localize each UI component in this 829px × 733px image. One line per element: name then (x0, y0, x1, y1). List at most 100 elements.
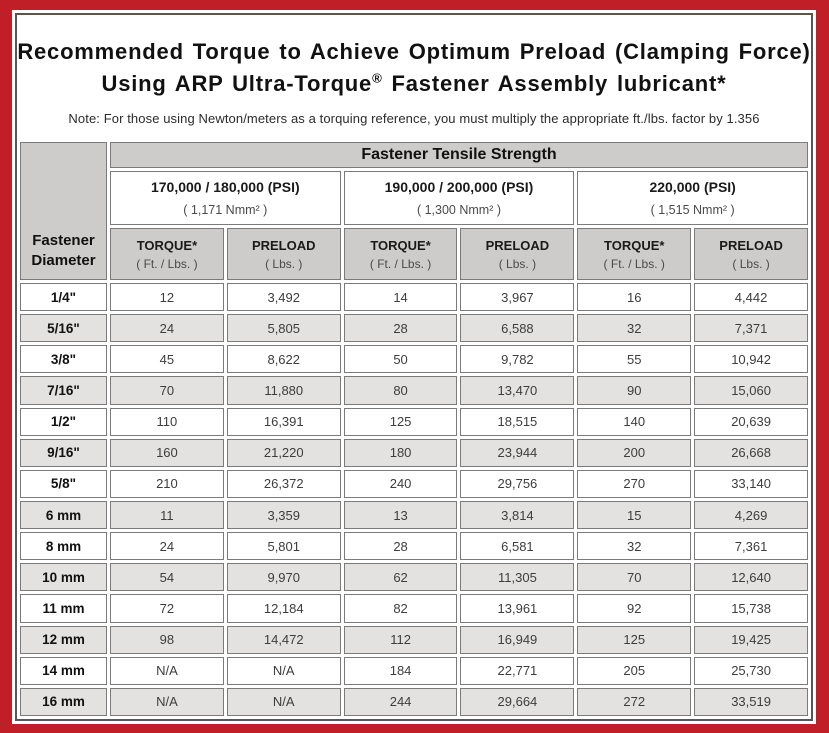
preload-value-cell: 29,756 (460, 469, 575, 498)
torque-value-cell: N/A (110, 656, 224, 685)
torque-value-cell: 32 (577, 314, 692, 343)
fastener-diameter-cell: 1/2" (20, 407, 107, 436)
torque-value-cell: 55 (577, 345, 692, 374)
torque-value-cell: 32 (577, 532, 692, 561)
preload-value-cell: 15,738 (694, 594, 808, 623)
fastener-diameter-cell: 7/16" (20, 376, 107, 405)
fastener-diameter-cell: 1/4" (20, 283, 107, 312)
torque-value-cell: 50 (343, 345, 458, 374)
table-row: 7/16" 70 11,880 80 13,470 90 15,060 (20, 376, 808, 405)
torque-value-cell: 15 (577, 500, 692, 530)
preload-value-cell: 22,771 (460, 656, 575, 685)
torque-column-header: TORQUE* ( Ft. / Lbs. ) (110, 228, 224, 280)
preload-column-header: PRELOAD ( Lbs. ) (226, 228, 341, 280)
fastener-diameter-cell: 10 mm (20, 563, 107, 592)
table-row: 10 mm 54 9,970 62 11,305 70 12,640 (20, 563, 808, 592)
title-line1: Recommended Torque to Achieve Optimum Pr… (17, 39, 811, 64)
torque-value-cell: 62 (343, 563, 458, 592)
torque-value-cell: 240 (343, 469, 458, 498)
torque-column-header: TORQUE* ( Ft. / Lbs. ) (343, 228, 458, 280)
torque-value-cell: 98 (110, 625, 224, 654)
table-row: 9/16" 160 21,220 180 23,944 200 26,668 (20, 438, 808, 467)
torque-value-cell: 244 (343, 687, 458, 716)
table-row: 6 mm 11 3,359 13 3,814 15 4,269 (20, 500, 808, 530)
fastener-diameter-cell: 12 mm (20, 625, 107, 654)
conversion-note: Note: For those using Newton/meters as a… (68, 110, 760, 126)
torque-value-cell: 180 (343, 438, 458, 467)
torque-value-cell: N/A (110, 687, 224, 716)
preload-value-cell: 8,622 (226, 345, 341, 374)
torque-value-cell: 140 (577, 407, 692, 436)
preload-value-cell: 15,060 (694, 376, 808, 405)
column-header-row: TORQUE* ( Ft. / Lbs. ) PRELOAD ( Lbs. ) … (20, 228, 808, 280)
preload-value-cell: 16,949 (460, 625, 575, 654)
table-row: 3/8" 45 8,622 50 9,782 55 10,942 (20, 345, 808, 374)
torque-value-cell: 110 (110, 407, 224, 436)
torque-value-cell: 45 (110, 345, 224, 374)
preload-value-cell: 9,970 (226, 563, 341, 592)
fastener-diameter-cell: 9/16" (20, 438, 107, 467)
torque-value-cell: 205 (577, 656, 692, 685)
torque-value-cell: 112 (343, 625, 458, 654)
psi-header-row: 170,000 / 180,000 (PSI) ( 1,171 Nmm² ) 1… (20, 171, 808, 225)
psi-group-2: 190,000 / 200,000 (PSI) ( 1,300 Nmm² ) (343, 171, 575, 225)
fastener-diameter-cell: 14 mm (20, 656, 107, 685)
preload-value-cell: 4,442 (694, 283, 808, 312)
table-row: 14 mm N/A N/A 184 22,771 205 25,730 (20, 656, 808, 685)
fastener-diameter-cell: 3/8" (20, 345, 107, 374)
table-row: 8 mm 24 5,801 28 6,581 32 7,361 (20, 532, 808, 561)
table-row: 5/16" 24 5,805 28 6,588 32 7,371 (20, 314, 808, 343)
preload-value-cell: 13,470 (460, 376, 575, 405)
torque-value-cell: 90 (577, 376, 692, 405)
table-row: 5/8" 210 26,372 240 29,756 270 33,140 (20, 469, 808, 498)
table-body: 1/4" 12 3,492 14 3,967 16 4,442 5/16" 24 5,805 28 6… (20, 283, 808, 716)
torque-value-cell: 11 (110, 500, 224, 530)
psi-group-1: 170,000 / 180,000 (PSI) ( 1,171 Nmm² ) (110, 171, 341, 225)
preload-value-cell: 11,305 (460, 563, 575, 592)
preload-value-cell: 9,782 (460, 345, 575, 374)
torque-value-cell: 14 (343, 283, 458, 312)
preload-value-cell: 13,961 (460, 594, 575, 623)
torque-value-cell: 160 (110, 438, 224, 467)
fastener-diameter-cell: 16 mm (20, 687, 107, 716)
preload-value-cell: 23,944 (460, 438, 575, 467)
torque-value-cell: 54 (110, 563, 224, 592)
preload-column-header: PRELOAD ( Lbs. ) (460, 228, 575, 280)
torque-spec-table: Fastener Diameter Fastener Tensile Stren… (17, 139, 811, 719)
torque-value-cell: 92 (577, 594, 692, 623)
preload-value-cell: 21,220 (226, 438, 341, 467)
torque-value-cell: 184 (343, 656, 458, 685)
preload-value-cell: 7,371 (694, 314, 808, 343)
torque-value-cell: 24 (110, 532, 224, 561)
torque-value-cell: 16 (577, 283, 692, 312)
preload-value-cell: N/A (226, 687, 341, 716)
preload-value-cell: 6,581 (460, 532, 575, 561)
preload-value-cell: 11,880 (226, 376, 341, 405)
preload-value-cell: N/A (226, 656, 341, 685)
torque-value-cell: 72 (110, 594, 224, 623)
group-header-row: Fastener Diameter Fastener Tensile Stren… (20, 142, 808, 280)
torque-column-header: TORQUE* ( Ft. / Lbs. ) (577, 228, 692, 280)
title-line2: Using ARP Ultra-Torque® Fastener Assembl… (101, 70, 727, 96)
fastener-diameter-cell: 5/16" (20, 314, 107, 343)
preload-column-header: PRELOAD ( Lbs. ) (694, 228, 808, 280)
table-row: 16 mm N/A N/A 244 29,664 272 33,519 (20, 687, 808, 716)
tensile-strength-header: Fastener Tensile Strength (110, 142, 808, 168)
preload-value-cell: 20,639 (694, 407, 808, 436)
preload-value-cell: 14,472 (226, 625, 341, 654)
preload-value-cell: 19,425 (694, 625, 808, 654)
preload-value-cell: 10,942 (694, 345, 808, 374)
preload-value-cell: 16,391 (226, 407, 341, 436)
torque-value-cell: 125 (343, 407, 458, 436)
torque-value-cell: 82 (343, 594, 458, 623)
torque-value-cell: 200 (577, 438, 692, 467)
fastener-diameter-cell: 5/8" (20, 469, 107, 498)
fastener-diameter-header: Fastener Diameter (20, 142, 107, 280)
preload-value-cell: 12,184 (226, 594, 341, 623)
preload-value-cell: 18,515 (460, 407, 575, 436)
torque-value-cell: 12 (110, 283, 224, 312)
preload-value-cell: 26,372 (226, 469, 341, 498)
preload-value-cell: 29,664 (460, 687, 575, 716)
registered-trademark-symbol: ® (372, 70, 383, 86)
